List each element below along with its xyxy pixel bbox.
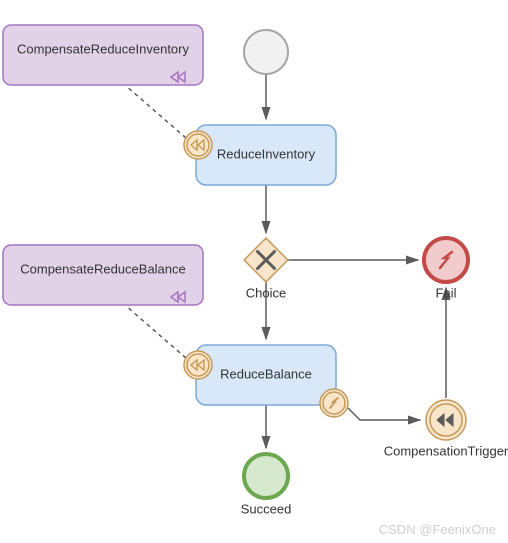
fail-event (424, 238, 468, 282)
reduce-inventory-task: ReduceInventory (196, 125, 336, 185)
fail-label: Fail (436, 286, 457, 301)
task-label: ReduceBalance (220, 366, 312, 381)
reduce-balance-task: ReduceBalance (196, 345, 336, 405)
task-label: ReduceInventory (217, 146, 316, 161)
task-label: CompensateReduceBalance (20, 261, 186, 276)
choice-gateway (244, 238, 288, 282)
ri-compensation-boundary (184, 131, 212, 159)
edge (125, 85, 186, 138)
start-event (244, 30, 288, 74)
rb-trigger-boundary (320, 389, 348, 417)
comp-reduce-balance-task: CompensateReduceBalance (3, 245, 203, 305)
succeed-label: Succeed (241, 502, 292, 517)
compensation-trigger-label: CompensationTrigger (384, 444, 508, 459)
bpmn-diagram: CompensateReduceInventory ReduceInventor… (0, 0, 508, 543)
edge (348, 408, 420, 420)
edge (125, 305, 186, 358)
succeed-event (244, 454, 288, 498)
gateway-label: Choice (246, 286, 286, 301)
compensation-trigger-event (426, 400, 466, 440)
task-label: CompensateReduceInventory (17, 41, 189, 56)
rb-compensation-boundary (184, 351, 212, 379)
start-circle (244, 30, 288, 74)
comp-reduce-inventory-task: CompensateReduceInventory (3, 25, 203, 85)
